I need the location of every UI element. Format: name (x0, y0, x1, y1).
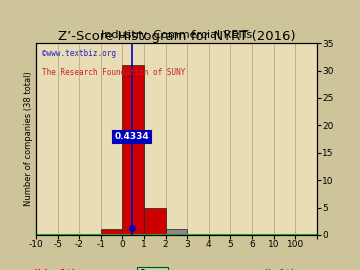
Text: Unhealthy: Unhealthy (34, 269, 83, 270)
Text: Healthy: Healthy (264, 269, 302, 270)
Bar (166, 230, 187, 235)
Bar (101, 230, 122, 235)
Text: The Research Foundation of SUNY: The Research Foundation of SUNY (42, 68, 185, 77)
Text: 0.4334: 0.4334 (114, 132, 149, 141)
Bar (122, 65, 144, 235)
Text: Score: Score (139, 269, 166, 270)
Text: Industry: Commercial REITs: Industry: Commercial REITs (101, 30, 252, 40)
Title: Z’-Score Histogram for NYRT (2016): Z’-Score Histogram for NYRT (2016) (58, 30, 295, 43)
Text: ©www.textbiz.org: ©www.textbiz.org (42, 49, 116, 58)
Y-axis label: Number of companies (38 total): Number of companies (38 total) (24, 72, 33, 207)
Bar (144, 208, 166, 235)
